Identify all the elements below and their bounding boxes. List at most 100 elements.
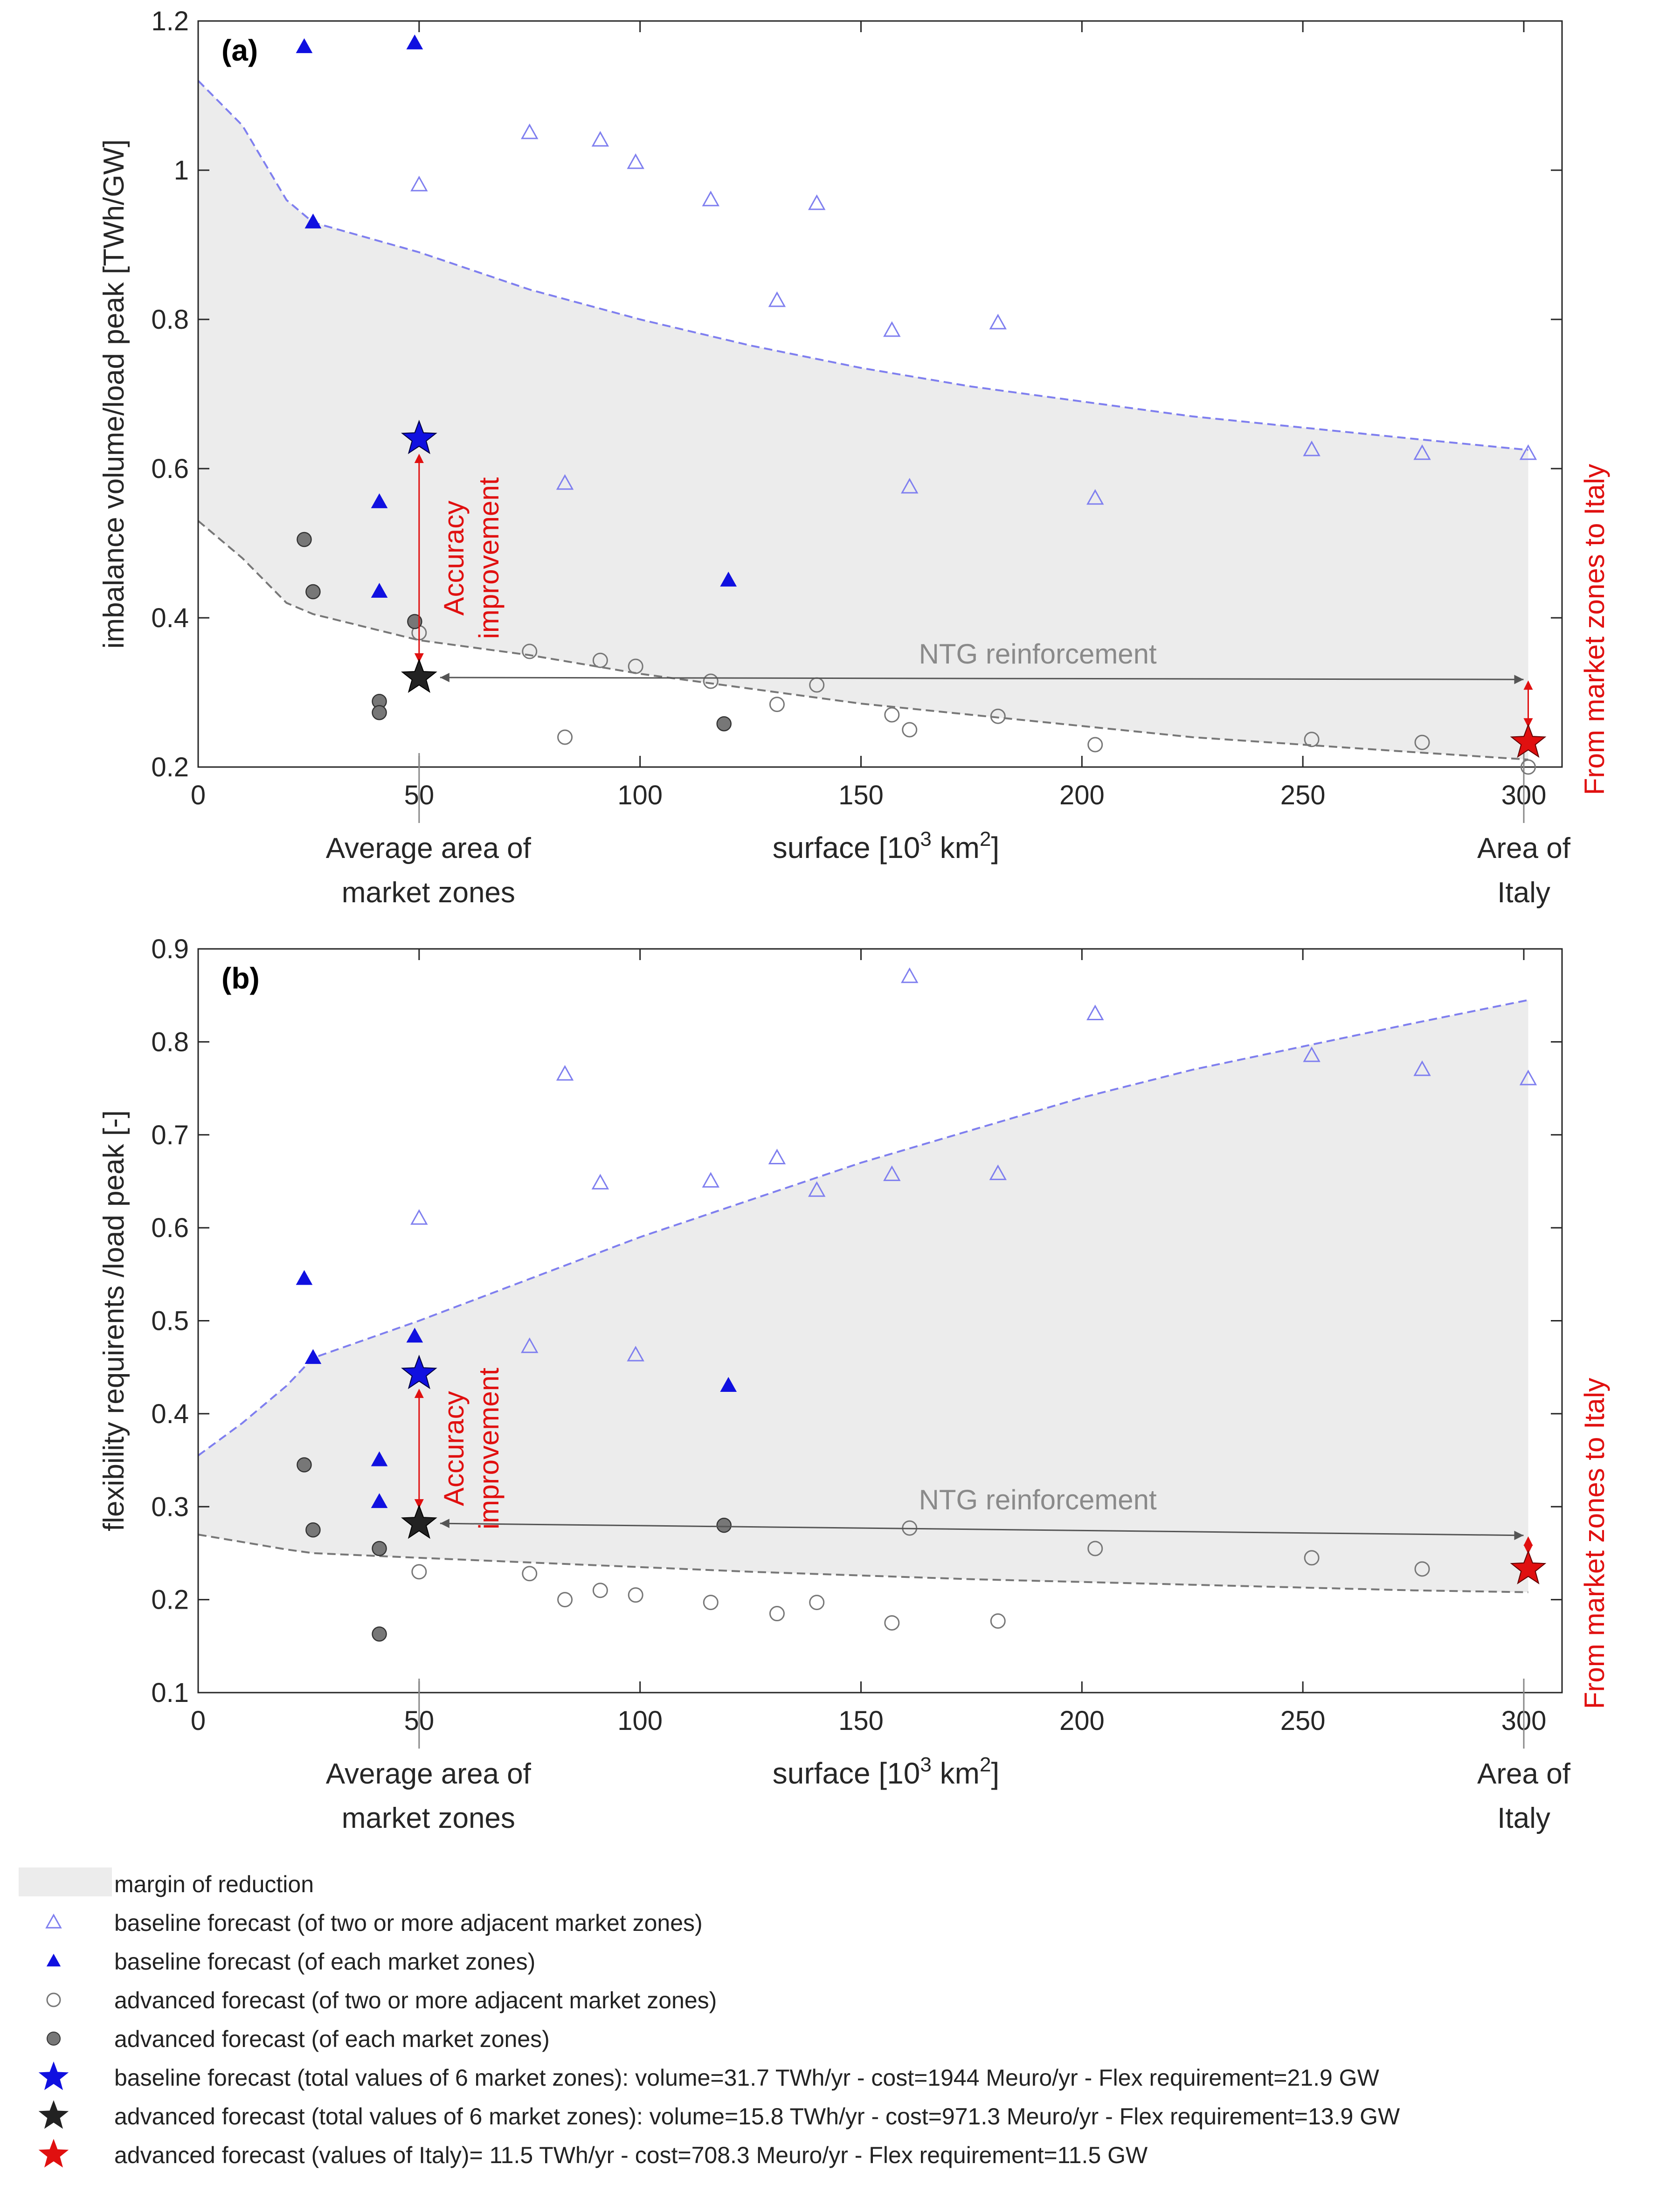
x-tick-label: 100	[617, 780, 663, 810]
baseline-each-marker	[371, 493, 388, 508]
advanced-adjacent-marker	[522, 1566, 538, 1582]
average-area-label-line1: Average area of	[326, 832, 532, 864]
baseline-each-marker	[304, 1349, 322, 1364]
accuracy-label-line1: Accuracy	[438, 501, 470, 616]
baseline-adjacent-marker	[1303, 1046, 1320, 1062]
legend: margin of reduction baseline forecast (of…	[19, 1867, 1400, 2168]
baseline-adjacent-marker	[556, 474, 574, 490]
x-axis-label-superscript: 3	[920, 1753, 931, 1776]
advanced-adjacent-marker	[1304, 1550, 1320, 1566]
baseline-each-marker	[371, 1451, 388, 1466]
average-area-label-line2: market zones	[342, 1802, 515, 1834]
ntg-arrow-head	[440, 673, 449, 682]
lower-boundary-line	[197, 520, 1528, 761]
y-tick-label: 0.9	[151, 934, 189, 964]
ntg-label: NTG reinforcement	[919, 1484, 1157, 1515]
baseline-each-marker	[296, 38, 313, 53]
baseline-adjacent-marker	[627, 1346, 644, 1362]
italy-arrow-head	[1523, 1544, 1533, 1554]
baseline-adjacent-marker	[989, 313, 1007, 330]
advanced-each-marker	[372, 705, 387, 720]
baseline-adjacent-marker	[1519, 444, 1537, 460]
advanced-adjacent-marker	[990, 1613, 1006, 1629]
legend-item-label: margin of reduction	[114, 1871, 314, 1897]
y-tick-label: 0.2	[151, 752, 189, 782]
advanced-adjacent-marker	[884, 1615, 900, 1631]
advanced-each-marker	[305, 584, 321, 600]
legend-advanced-total-star-icon	[38, 2100, 69, 2129]
baseline-adjacent-marker	[883, 321, 901, 337]
y-axis-label: imbalance volume/load peak [TWh/GW]	[98, 139, 130, 649]
x-axis-label: surface [103 km2]	[773, 828, 999, 864]
x-tick-label: 100	[617, 1706, 663, 1736]
legend-baseline-adjacent-icon	[45, 1913, 62, 1929]
y-axis-label: flexibility requirents /load peak [-]	[98, 1110, 130, 1531]
x-tick-label: 150	[838, 1706, 884, 1736]
italy-area-label-line1: Area of	[1477, 1758, 1571, 1790]
italy-arrow-head	[1523, 680, 1533, 690]
baseline-adjacent-marker	[901, 967, 919, 983]
legend-item-label: baseline forecast (of each market zones)	[114, 1949, 535, 1975]
baseline-adjacent-marker	[1086, 489, 1104, 505]
ntg-arrow-head	[440, 1519, 449, 1528]
legend-item-label: advanced forecast (of two or more adjace…	[114, 1987, 717, 2013]
advanced-adjacent-marker	[1304, 732, 1320, 747]
baseline-adjacent-marker	[410, 175, 428, 192]
baseline-total-star	[401, 1355, 437, 1390]
advanced-each-marker	[297, 532, 312, 547]
x-tick-label: 250	[1280, 1706, 1326, 1736]
baseline-each-marker	[720, 571, 737, 587]
baseline-adjacent-marker	[989, 1164, 1007, 1180]
upper-boundary-line	[197, 80, 1528, 451]
baseline-adjacent-marker	[627, 153, 644, 169]
y-tick-label: 0.2	[151, 1585, 189, 1615]
baseline-adjacent-marker	[808, 1181, 826, 1197]
y-tick-label: 0.7	[151, 1120, 189, 1150]
legend-baseline-total-star-icon	[38, 2061, 69, 2090]
baseline-adjacent-marker	[591, 1174, 609, 1189]
accuracy-label-line2: improvement	[473, 477, 505, 639]
baseline-each-marker	[296, 1270, 313, 1285]
baseline-each-marker	[304, 213, 322, 228]
y-tick-label: 0.6	[151, 454, 189, 484]
advanced-each-marker	[372, 1541, 387, 1556]
accuracy-arrow-head	[414, 653, 424, 663]
advanced-adjacent-marker	[411, 1564, 427, 1580]
baseline-adjacent-marker	[702, 190, 719, 207]
italy-star	[1510, 723, 1547, 758]
ntg-reinforcement-arrow	[440, 1522, 1524, 1536]
average-area-label-line2: market zones	[342, 877, 515, 909]
advanced-adjacent-marker	[557, 729, 573, 745]
ntg-arrow-head	[1514, 675, 1524, 685]
ntg-label: NTG reinforcement	[919, 638, 1157, 670]
panel-label: (b)	[221, 961, 260, 995]
baseline-adjacent-marker	[1086, 1004, 1104, 1020]
advanced-each-marker	[716, 716, 732, 732]
y-tick-label: 0.8	[151, 1027, 189, 1057]
x-axis-label-part: ]	[991, 1756, 999, 1790]
advanced-adjacent-marker	[1087, 737, 1103, 753]
advanced-adjacent-marker	[703, 1595, 719, 1611]
x-axis-label-part: ]	[991, 831, 999, 864]
advanced-adjacent-marker	[902, 722, 918, 738]
baseline-adjacent-marker	[768, 291, 786, 307]
italy-star	[1510, 1549, 1547, 1584]
y-tick-label: 0.4	[151, 1399, 189, 1429]
upper-boundary-line	[197, 999, 1528, 1457]
baseline-adjacent-marker	[1413, 444, 1431, 460]
baseline-each-marker	[371, 582, 388, 598]
baseline-each-marker	[406, 34, 423, 49]
advanced-adjacent-marker	[1087, 1541, 1103, 1556]
panel-label: (a)	[221, 34, 258, 67]
baseline-adjacent-marker	[1413, 1060, 1431, 1076]
baseline-adjacent-marker	[556, 1065, 574, 1081]
advanced-adjacent-marker	[1520, 759, 1536, 775]
baseline-each-marker	[371, 1493, 388, 1508]
x-axis-label: surface [103 km2]	[773, 1753, 999, 1790]
advanced-total-star	[401, 1504, 437, 1539]
advanced-each-marker	[305, 1522, 321, 1538]
advanced-adjacent-marker	[592, 1583, 608, 1598]
legend-italy-star-icon	[38, 2139, 69, 2168]
italy-area-label-line2: Italy	[1497, 1802, 1550, 1834]
